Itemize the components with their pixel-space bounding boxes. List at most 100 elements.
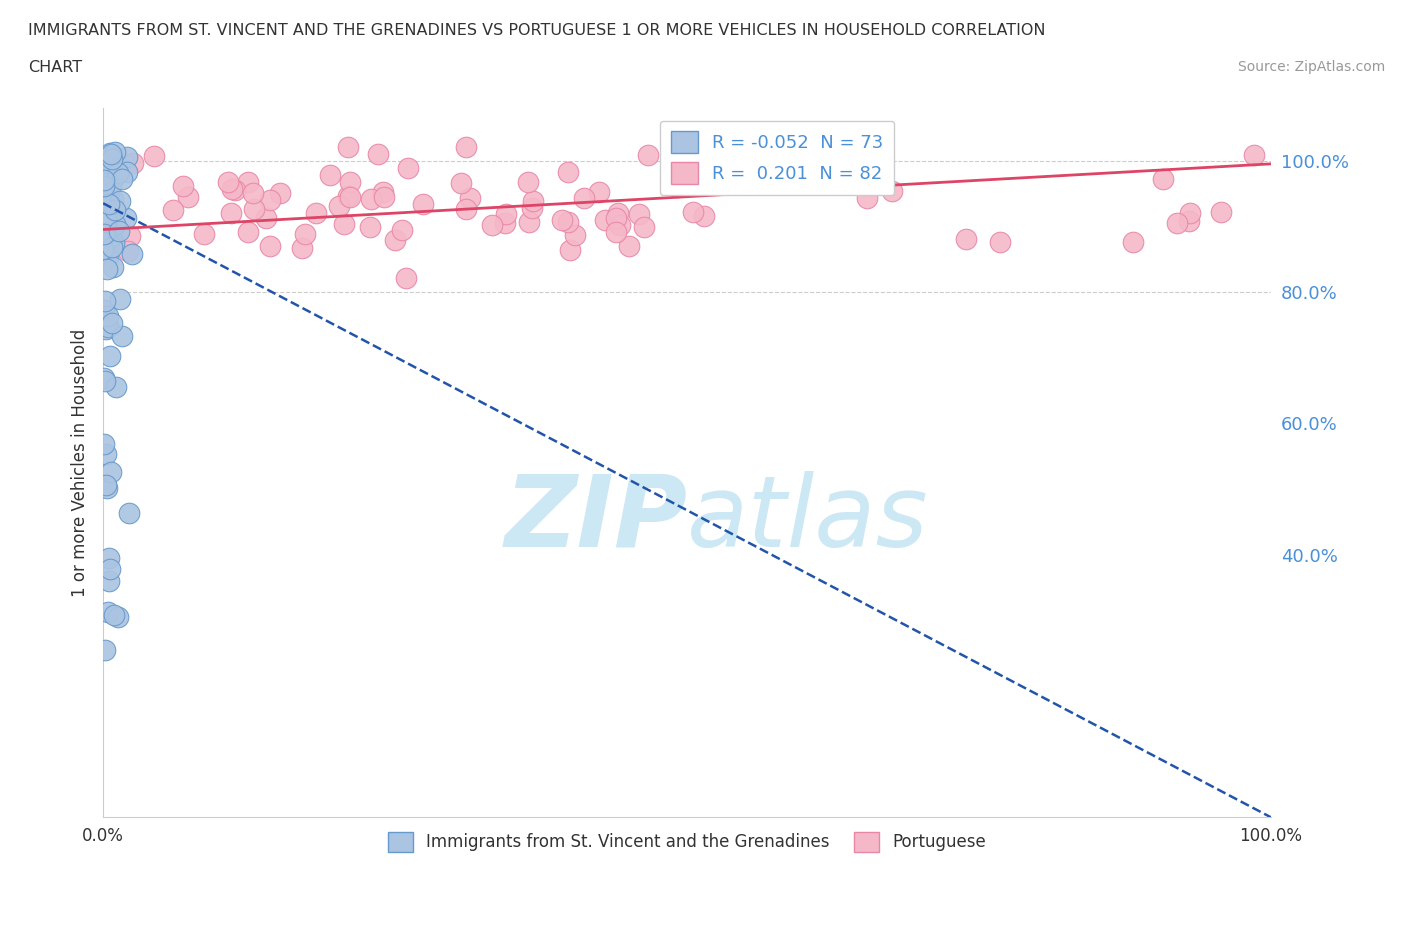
Point xyxy=(107,610,129,625)
Point xyxy=(110,328,132,343)
Point xyxy=(495,206,517,221)
Point xyxy=(609,218,631,232)
Point xyxy=(115,210,138,225)
Point xyxy=(93,226,115,241)
Point xyxy=(665,179,688,194)
Point xyxy=(454,201,477,216)
Point xyxy=(605,224,627,239)
Point xyxy=(96,322,118,337)
Point xyxy=(339,175,361,190)
Point xyxy=(103,608,125,623)
Point xyxy=(93,179,115,193)
Point xyxy=(367,147,389,162)
Point xyxy=(101,152,124,166)
Point xyxy=(93,242,115,257)
Point xyxy=(221,181,243,196)
Point xyxy=(98,187,121,202)
Point xyxy=(450,176,472,191)
Point xyxy=(108,292,131,307)
Point xyxy=(172,179,194,193)
Point xyxy=(97,179,120,194)
Point xyxy=(517,215,540,230)
Point xyxy=(456,140,478,155)
Point xyxy=(97,249,120,264)
Point xyxy=(101,171,124,186)
Point xyxy=(373,190,395,205)
Point xyxy=(120,229,142,244)
Text: IMMIGRANTS FROM ST. VINCENT AND THE GRENADINES VS PORTUGUESE 1 OR MORE VEHICLES : IMMIGRANTS FROM ST. VINCENT AND THE GREN… xyxy=(28,23,1046,38)
Point xyxy=(224,182,246,197)
Point xyxy=(1243,148,1265,163)
Point xyxy=(108,194,131,209)
Point xyxy=(1166,216,1188,231)
Point xyxy=(94,293,117,308)
Point xyxy=(856,191,879,206)
Point xyxy=(93,172,115,187)
Point xyxy=(94,214,117,229)
Point xyxy=(193,227,215,242)
Point xyxy=(682,205,704,219)
Point xyxy=(98,196,121,211)
Point xyxy=(988,234,1011,249)
Point xyxy=(98,163,121,178)
Point xyxy=(882,183,904,198)
Point xyxy=(98,562,121,577)
Point xyxy=(550,213,572,228)
Text: atlas: atlas xyxy=(688,471,929,568)
Point xyxy=(101,315,124,330)
Point xyxy=(101,156,124,171)
Point xyxy=(1209,205,1232,219)
Point xyxy=(93,196,115,211)
Point xyxy=(107,166,129,180)
Point xyxy=(101,193,124,207)
Point xyxy=(328,199,350,214)
Point xyxy=(96,159,118,174)
Point xyxy=(94,194,117,209)
Point xyxy=(101,240,124,255)
Point xyxy=(294,227,316,242)
Point xyxy=(217,175,239,190)
Point xyxy=(97,156,120,171)
Point xyxy=(96,261,118,276)
Point xyxy=(100,223,122,238)
Point xyxy=(97,319,120,334)
Point xyxy=(588,185,610,200)
Point xyxy=(104,144,127,159)
Point xyxy=(1152,172,1174,187)
Point xyxy=(93,181,115,196)
Point xyxy=(98,551,121,565)
Text: Source: ZipAtlas.com: Source: ZipAtlas.com xyxy=(1237,60,1385,74)
Point xyxy=(103,219,125,233)
Point xyxy=(117,505,139,520)
Point xyxy=(269,185,291,200)
Point xyxy=(93,374,115,389)
Point xyxy=(96,319,118,334)
Point xyxy=(121,155,143,170)
Point xyxy=(1122,234,1144,249)
Point xyxy=(1177,214,1199,229)
Point xyxy=(219,206,242,220)
Y-axis label: 1 or more Vehicles in Household: 1 or more Vehicles in Household xyxy=(72,328,89,597)
Point xyxy=(337,189,360,204)
Point xyxy=(391,223,413,238)
Point xyxy=(121,246,143,261)
Point xyxy=(605,210,627,225)
Point xyxy=(143,148,166,163)
Point xyxy=(238,175,260,190)
Point xyxy=(412,196,434,211)
Point xyxy=(291,241,314,256)
Point xyxy=(93,175,115,190)
Point xyxy=(801,147,824,162)
Point xyxy=(98,348,121,363)
Text: CHART: CHART xyxy=(28,60,82,75)
Point xyxy=(98,574,121,589)
Point xyxy=(97,309,120,324)
Point xyxy=(693,208,716,223)
Point xyxy=(259,193,281,208)
Point xyxy=(93,302,115,317)
Point xyxy=(104,217,127,232)
Point xyxy=(395,271,418,286)
Point xyxy=(93,370,115,385)
Legend: Immigrants from St. Vincent and the Grenadines, Portuguese: Immigrants from St. Vincent and the Gren… xyxy=(381,825,993,858)
Point xyxy=(337,140,360,155)
